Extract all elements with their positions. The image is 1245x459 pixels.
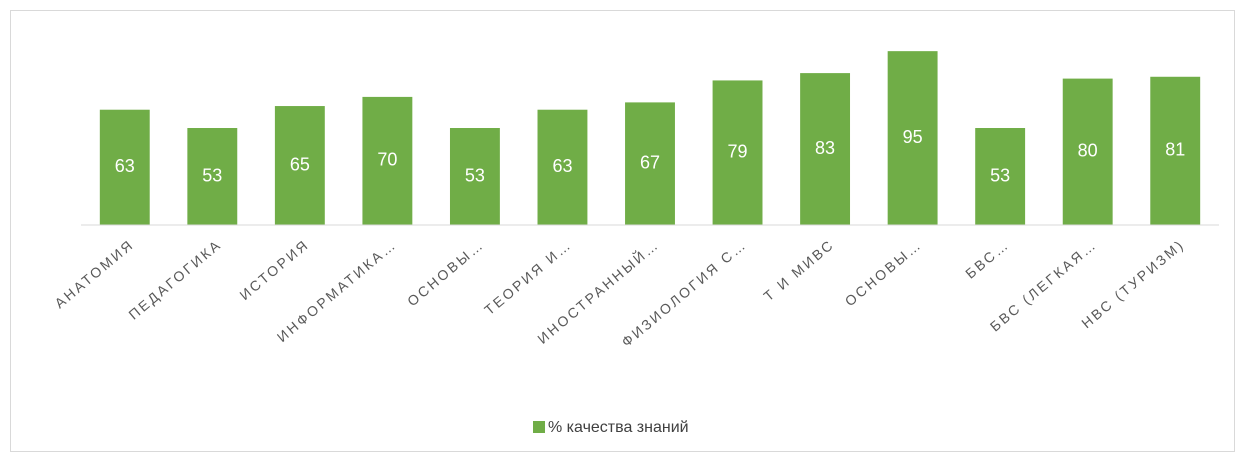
legend-label: % качества знаний [548,419,689,436]
legend-swatch [533,421,545,433]
data-label: 95 [903,127,923,147]
bar [99,109,150,225]
bar [712,80,763,226]
data-label: 65 [290,154,310,174]
bar [625,102,675,225]
data-label: 67 [640,152,660,172]
bar [887,51,938,226]
bar [187,128,238,225]
bar [362,96,413,226]
data-label: 53 [202,165,222,185]
bar [1150,76,1201,226]
bar [274,106,325,225]
chart-border [10,10,1235,452]
bar [449,128,500,225]
data-label: 70 [377,150,397,170]
data-label: 53 [465,165,485,185]
bar [975,128,1026,225]
bar [537,109,588,225]
data-label: 81 [1165,140,1185,160]
data-label: 79 [728,141,748,161]
data-label: 63 [115,156,135,176]
data-label: 83 [815,138,835,158]
data-label: 63 [552,156,572,176]
bar [800,73,851,225]
data-label: 53 [990,165,1010,185]
bar [1062,78,1113,225]
data-label: 80 [1078,141,1098,161]
